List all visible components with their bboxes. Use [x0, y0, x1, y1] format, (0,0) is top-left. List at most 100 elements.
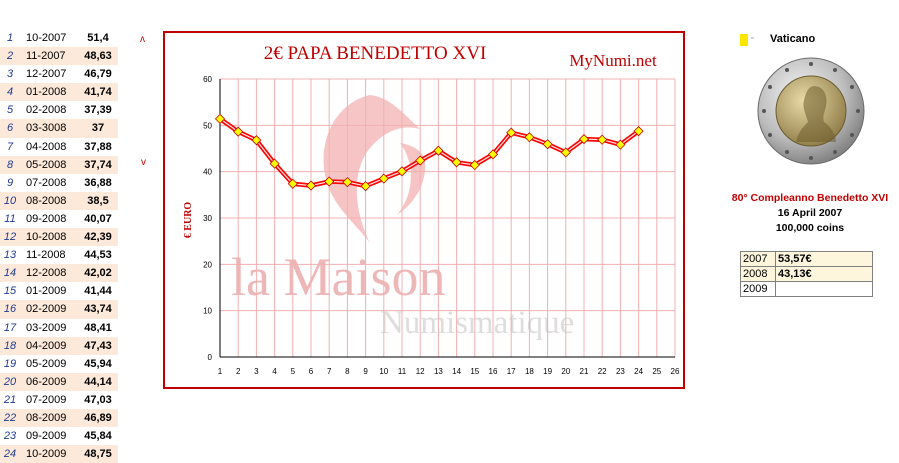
chart-brand: MyNumi.net — [569, 51, 657, 70]
year-row: 2009 — [740, 281, 873, 297]
row-index: 10 — [3, 194, 17, 207]
x-tick-label: 6 — [309, 367, 314, 376]
row-date: 03-2009 — [26, 321, 67, 334]
y-tick-label: 0 — [208, 353, 213, 362]
data-point — [287, 178, 298, 189]
data-point — [214, 113, 226, 124]
x-tick-label: 18 — [525, 367, 534, 376]
row-index: 13 — [3, 249, 17, 262]
price-row: 22 08-2009 46,89 — [0, 408, 118, 428]
row-price: 51,4 — [87, 32, 109, 44]
year-cell: 2008 — [740, 266, 776, 282]
price-row: 21 07-2009 47,03 — [0, 391, 118, 409]
x-tick-label: 21 — [580, 367, 589, 376]
y-tick-label: 40 — [203, 168, 212, 177]
data-point — [578, 134, 590, 145]
price-row: 16 02-2009 43,74 — [0, 300, 118, 319]
x-tick-label: 9 — [363, 367, 368, 376]
price-row: 10 08-2008 38,5 — [0, 191, 118, 210]
data-point — [506, 127, 517, 138]
row-date: 09-2008 — [26, 212, 67, 225]
row-index: 24 — [3, 448, 17, 461]
price-row: 24 10-2009 48,75 — [0, 445, 118, 463]
row-index: 12 — [3, 231, 17, 244]
watermark-flame-shape-2 — [397, 143, 426, 215]
x-tick-label: 19 — [543, 367, 552, 376]
series-line-highlight — [219, 118, 639, 187]
row-date: 10-2008 — [26, 231, 67, 244]
data-point — [415, 155, 426, 166]
price-row: 19 05-2009 45,94 — [0, 355, 118, 373]
row-price: 44,14 — [84, 375, 112, 388]
row-index: 21 — [3, 393, 17, 406]
data-point — [269, 158, 280, 169]
price-row: 15 01-2009 41,44 — [0, 282, 118, 300]
row-date: 11-2008 — [26, 249, 66, 262]
data-point — [487, 149, 499, 160]
price-row: 12 10-2008 42,39 — [0, 228, 118, 247]
row-index: 4 — [6, 86, 14, 99]
data-point — [633, 126, 644, 137]
x-tick-label: 17 — [507, 367, 516, 376]
row-date: 03-3008 — [26, 122, 67, 135]
row-index: 15 — [3, 285, 17, 298]
coin-mintage: 100,000 coins — [775, 222, 845, 234]
row-price: 45,84 — [84, 430, 112, 443]
row-index: 7 — [6, 140, 14, 153]
year-cell: 2007 — [740, 251, 776, 267]
data-point — [396, 166, 408, 177]
row-index: 8 — [6, 158, 14, 171]
row-price: 48,63 — [84, 50, 112, 63]
y-tick-label: 10 — [203, 307, 212, 316]
price-row: 20 06-2009 44,14 — [0, 372, 118, 391]
coin-date: 16 April 2007 — [777, 207, 843, 219]
price-row: 1 10-2007 51,4 — [0, 29, 118, 47]
row-index: 19 — [3, 357, 17, 370]
row-date: 02-2008 — [26, 104, 67, 117]
x-tick-label: 26 — [671, 367, 680, 376]
data-point — [251, 135, 262, 146]
tiny-mark: ▫ — [751, 35, 754, 42]
data-point — [597, 134, 608, 145]
watermark-line1: la Maison — [231, 247, 445, 307]
price-row: 17 03-2009 48,41 — [0, 319, 118, 337]
price-row: 18 04-2009 47,43 — [0, 336, 118, 355]
row-price: 36,88 — [84, 176, 112, 189]
year-value-cell: 53,57€ — [775, 251, 873, 267]
y-tick-label: 20 — [203, 260, 212, 269]
row-index: 11 — [4, 212, 16, 225]
row-date: 07-2008 — [26, 176, 67, 189]
data-point — [324, 176, 335, 187]
coin-image — [757, 57, 865, 165]
row-price: 37,39 — [84, 104, 112, 117]
price-row: 3 12-2007 46,79 — [0, 65, 118, 83]
data-point — [469, 159, 480, 171]
row-price: 38,5 — [87, 194, 109, 207]
data-point — [342, 177, 353, 188]
down-marker: v — [141, 157, 146, 168]
x-tick-label: 5 — [291, 367, 296, 376]
year-value-cell — [775, 281, 873, 297]
price-row: 4 01-2008 41,74 — [0, 83, 118, 102]
price-row: 7 04-2008 37,88 — [0, 138, 118, 156]
row-date: 08-2008 — [26, 194, 67, 207]
y-tick-label: 50 — [203, 121, 212, 130]
year-row: 2008 43,13€ — [740, 266, 873, 282]
row-price: 41,44 — [84, 285, 112, 298]
row-date: 12-2007 — [26, 68, 67, 81]
row-index: 18 — [3, 339, 17, 352]
data-point — [378, 173, 389, 184]
price-row: 8 05-2008 37,74 — [0, 155, 118, 174]
x-tick-label: 13 — [434, 367, 443, 376]
data-point — [542, 139, 553, 150]
row-date: 06-2009 — [26, 375, 67, 388]
x-tick-label: 22 — [598, 367, 607, 376]
x-tick-label: 2 — [236, 367, 241, 376]
data-point — [524, 132, 535, 143]
data-point — [560, 147, 571, 158]
row-date: 04-2009 — [26, 339, 67, 352]
x-tick-label: 8 — [345, 367, 350, 376]
row-price: 48,75 — [84, 448, 112, 461]
series-line — [218, 116, 640, 189]
yellow-flag-swatch — [740, 34, 748, 46]
